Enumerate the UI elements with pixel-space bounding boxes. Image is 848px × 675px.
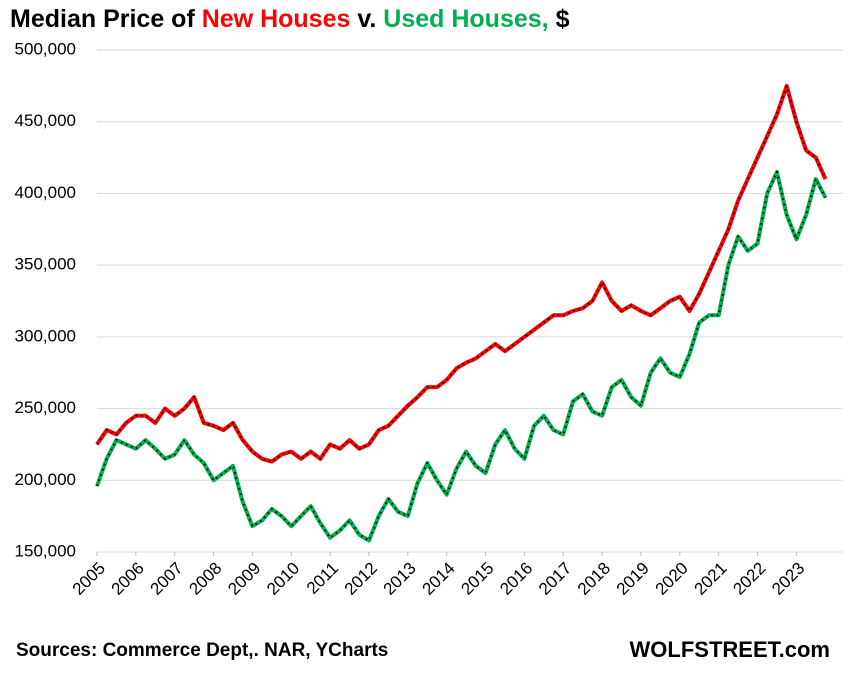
title-part: Median Price of	[10, 5, 202, 33]
y-tick-label: 150,000	[15, 541, 76, 560]
title-part: New Houses	[202, 5, 351, 33]
series-line	[95, 169, 828, 543]
y-tick-label: 400,000	[15, 183, 76, 202]
title-part: Used Houses,	[383, 5, 548, 33]
x-tick-label: 2014	[419, 559, 459, 599]
chart-title: Median Price of New Houses v. Used House…	[10, 5, 570, 33]
x-tick-label: 2011	[303, 559, 342, 598]
y-tick-label: 250,000	[15, 398, 76, 417]
series-dots	[96, 84, 827, 463]
x-tick-label: 2012	[341, 559, 381, 599]
x-tick-label: 2010	[263, 559, 303, 599]
x-tick-label: 2018	[574, 559, 614, 599]
x-tick-label: 2023	[768, 559, 808, 599]
x-tick-label: 2007	[147, 559, 187, 599]
x-tick-label: 2016	[496, 559, 536, 599]
x-tick-label: 2013	[380, 559, 420, 599]
x-tick-label: 2020	[652, 559, 692, 599]
title-part: v.	[350, 5, 383, 33]
title-part: $	[549, 5, 570, 33]
x-tick-label: 2021	[690, 559, 730, 599]
y-tick-label: 200,000	[15, 470, 76, 489]
y-tick-label: 300,000	[15, 326, 76, 345]
y-tick-label: 350,000	[15, 255, 76, 274]
brand: WOLFSTREET.com	[630, 637, 830, 662]
series-dots	[96, 170, 827, 542]
x-tick-label: 2017	[535, 559, 575, 599]
x-tick-label: 2015	[457, 559, 497, 599]
x-tick-label: 2009	[224, 559, 264, 599]
y-tick-label: 450,000	[15, 111, 76, 130]
x-tick-label: 2019	[613, 559, 653, 599]
x-tick-label: 2006	[108, 559, 148, 599]
x-tick-label: 2005	[69, 559, 109, 599]
x-tick-label: 2008	[185, 559, 225, 599]
source-note: Sources: Commerce Dept,. NAR, YCharts	[16, 640, 388, 661]
y-tick-label: 500,000	[15, 39, 76, 58]
x-tick-label: 2022	[729, 559, 769, 599]
series-line	[95, 83, 828, 464]
